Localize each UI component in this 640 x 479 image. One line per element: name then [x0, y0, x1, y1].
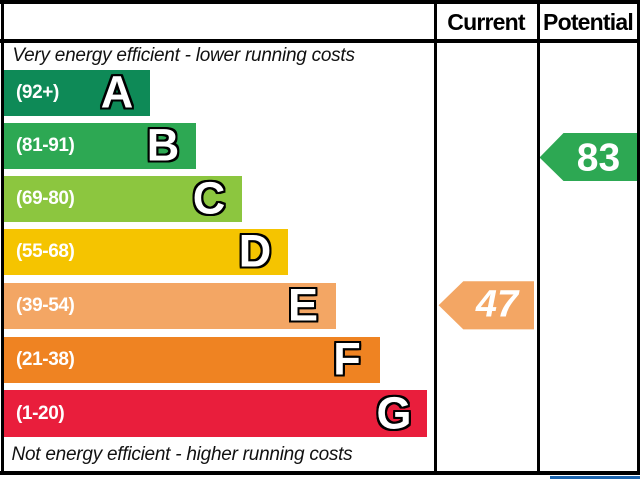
svg-text:83: 83	[577, 137, 620, 180]
svg-text:47: 47	[475, 284, 520, 326]
